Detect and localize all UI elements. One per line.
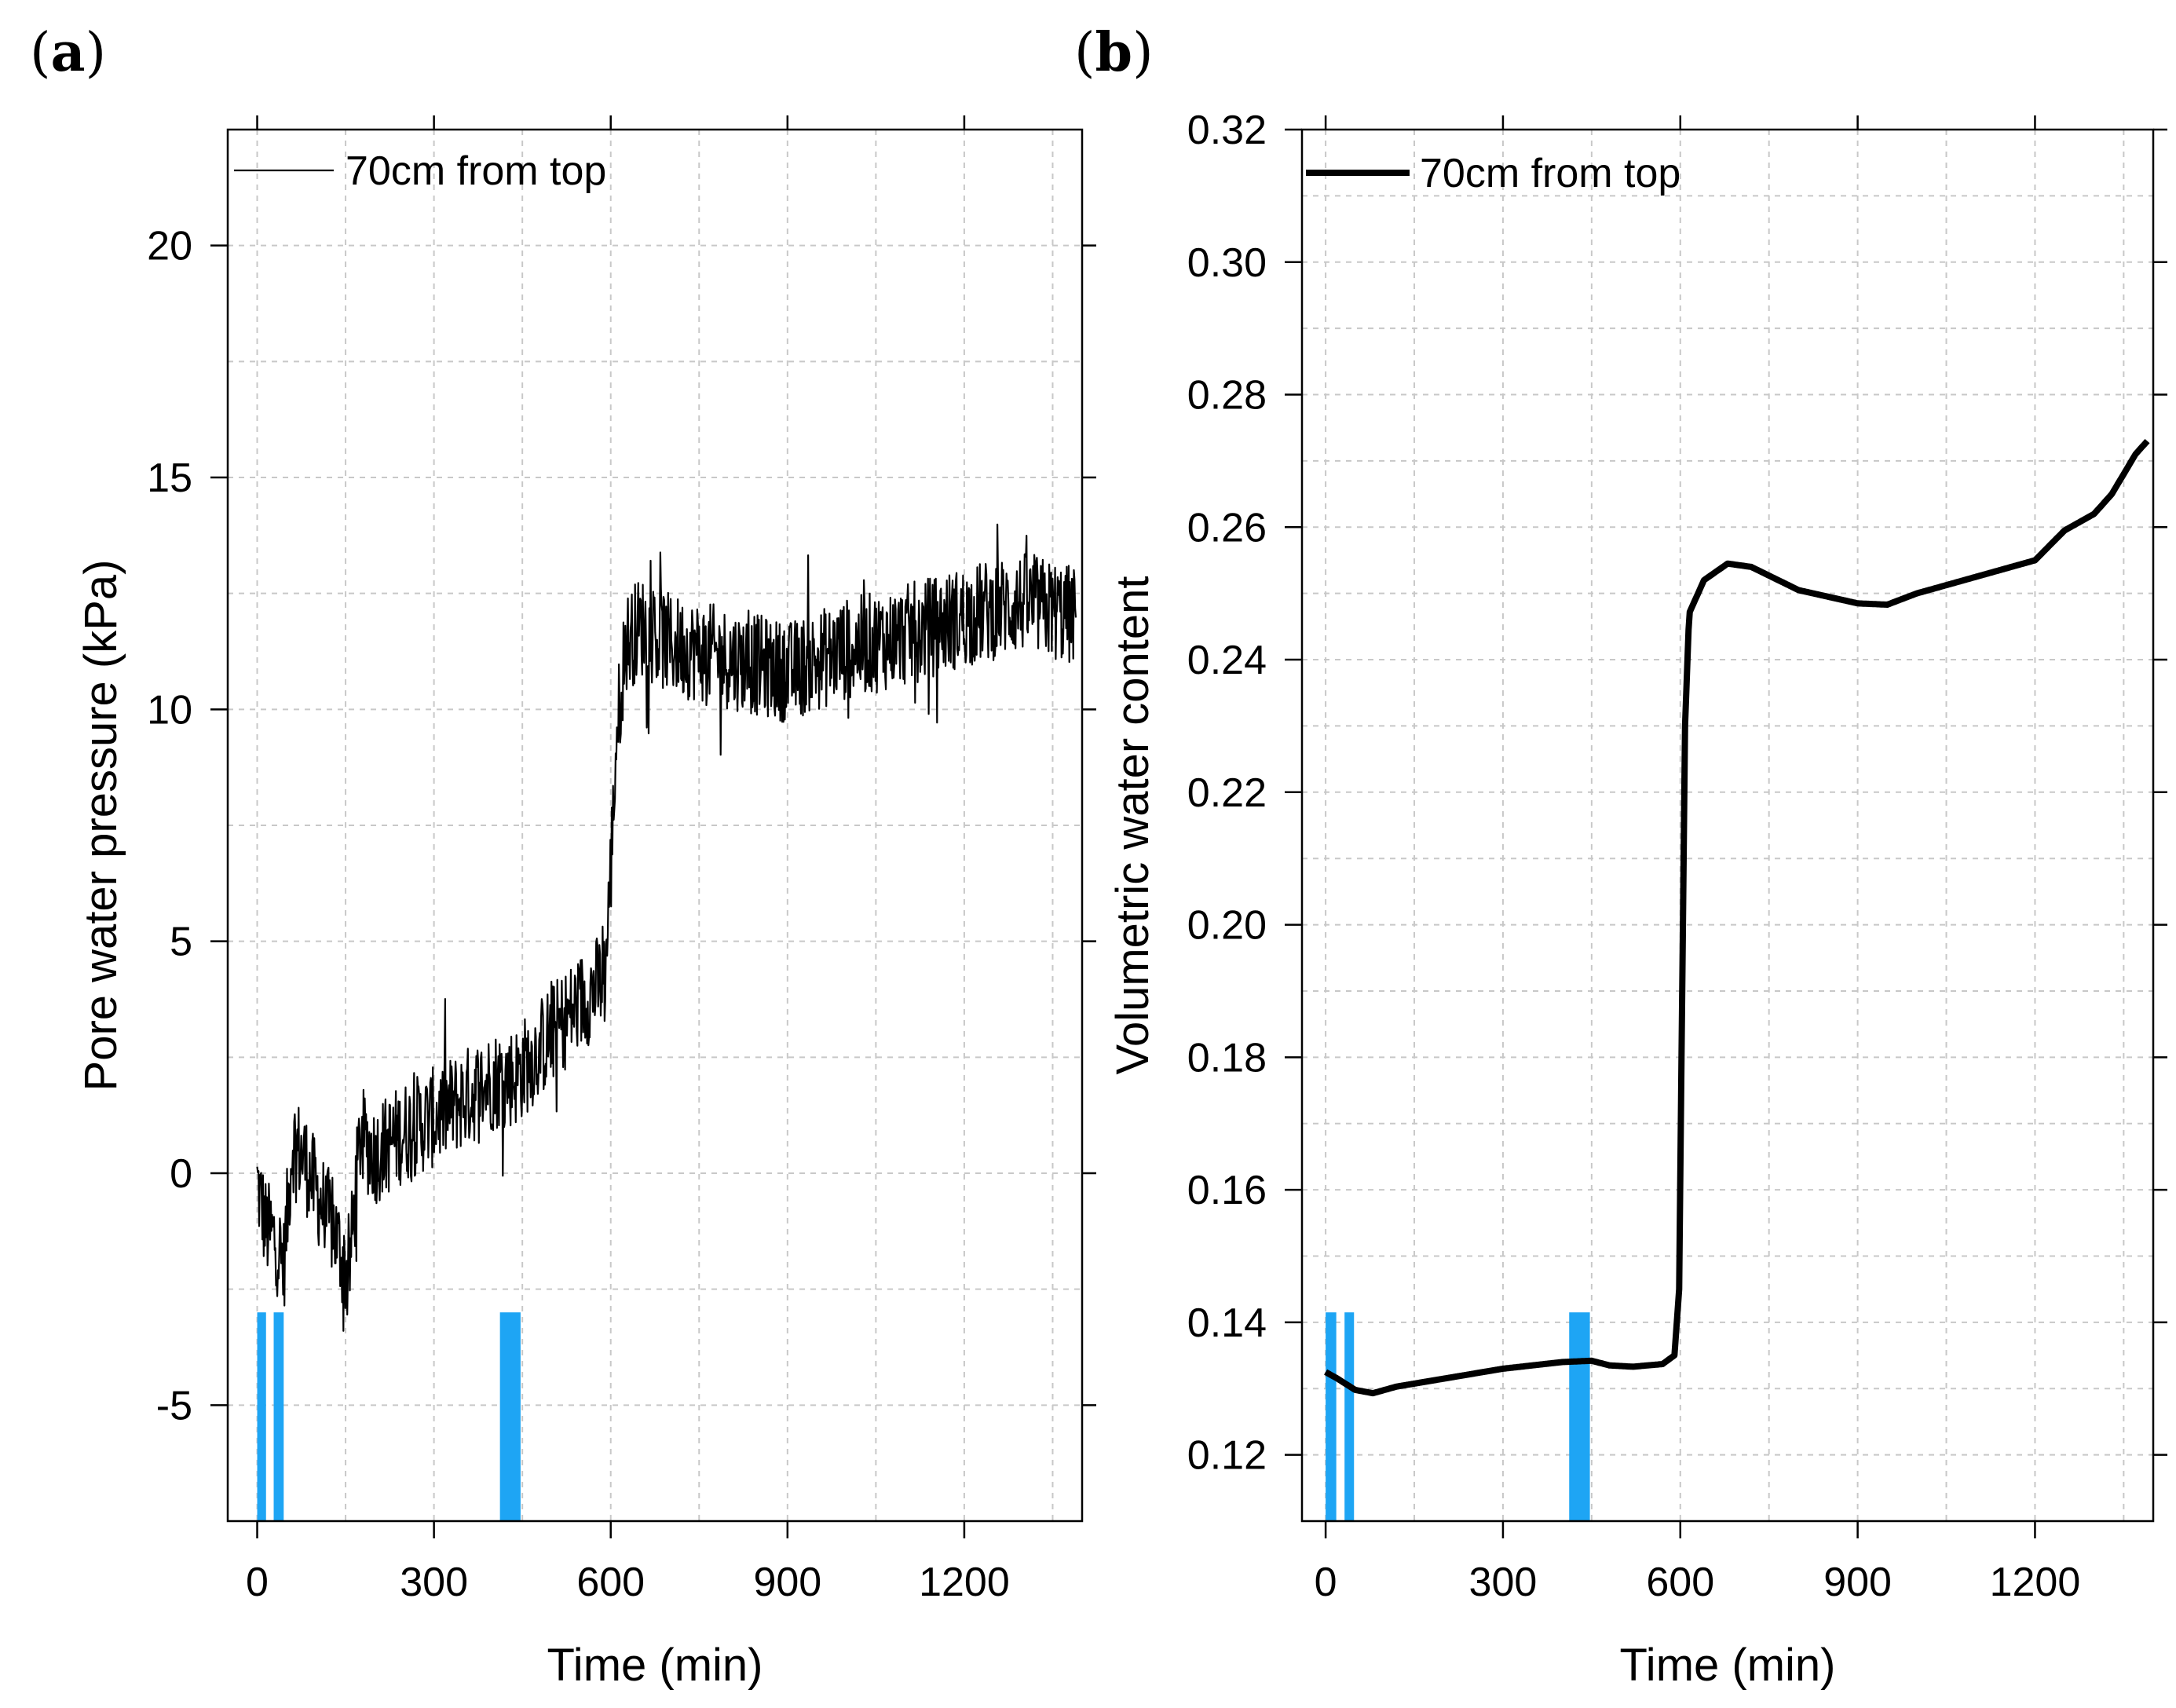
panel-b-letter: b [1095,21,1133,84]
rain-event-bar [257,1312,266,1521]
y-tick-label: 0.26 [1187,505,1267,550]
x-tick-label: 900 [753,1560,821,1605]
series-line-70cm [256,523,1077,1332]
plot-frame [226,128,1084,1523]
rain-event-bar [499,1312,521,1521]
y-axis-title: Pore water pressure (kPa) [75,560,126,1092]
x-tick-label: 600 [576,1560,645,1605]
y-tick-label: 0.22 [1187,770,1267,816]
y-axis-title: Volumetric water content [1107,576,1158,1074]
chart-panel-b: (b) 0 300 600 900 1200 0.12 0.14 0.16 0.18 0.20 0.… [1074,21,2167,1691]
rain-event-bar [273,1312,284,1521]
y-tick-label: 0.24 [1187,638,1267,683]
plot-frame [1300,128,2155,1523]
panel-a-letter: a [51,21,86,84]
y-tick-label: 0.14 [1187,1300,1267,1346]
x-axis-title: Time (min) [1620,1640,1836,1691]
y-tick-label: 10 [147,687,192,733]
y-tick-label: 0.20 [1187,903,1267,949]
x-tick-label: 600 [1646,1560,1714,1605]
panel-b-label: (b) [1074,21,1154,84]
x-tick-label: 0 [246,1560,269,1605]
x-tick-label: 300 [400,1560,468,1605]
y-tick-label: 0.30 [1187,240,1267,286]
x-tick-label: 1200 [1990,1560,2081,1605]
x-tick-label: 0 [1315,1560,1337,1605]
y-tick-label: 0.28 [1187,373,1267,419]
y-tick-label: 0.18 [1187,1035,1267,1081]
y-tick-label: 0.16 [1187,1168,1267,1213]
chart-panel-a: (a) 0 300 600 900 1200 -5 0 5 10 15 20 Time (min) Po… [30,21,1096,1691]
y-tick-label: 5 [170,920,192,965]
panel-a-label: (a) [30,21,106,84]
y-tick-label: 0 [170,1151,192,1197]
x-tick-label: 300 [1469,1560,1538,1605]
x-tick-label: 900 [1823,1560,1892,1605]
x-tick-label: 1200 [919,1560,1010,1605]
y-tick-label: 0.12 [1187,1433,1267,1479]
y-tick-label: 20 [147,224,192,269]
series-line-70cm [1323,438,2150,1397]
rain-event-bar [1569,1312,1590,1521]
legend-entry-label: 70cm from top [1420,151,1680,196]
legend-entry-label: 70cm from top [346,148,606,194]
rain-event-bar [1326,1312,1337,1521]
x-axis-title: Time (min) [547,1640,763,1691]
rain-event-bar [1344,1312,1355,1521]
y-tick-label: 15 [147,455,192,501]
y-tick-label: 0.32 [1187,108,1267,153]
y-tick-label: -5 [156,1383,192,1428]
